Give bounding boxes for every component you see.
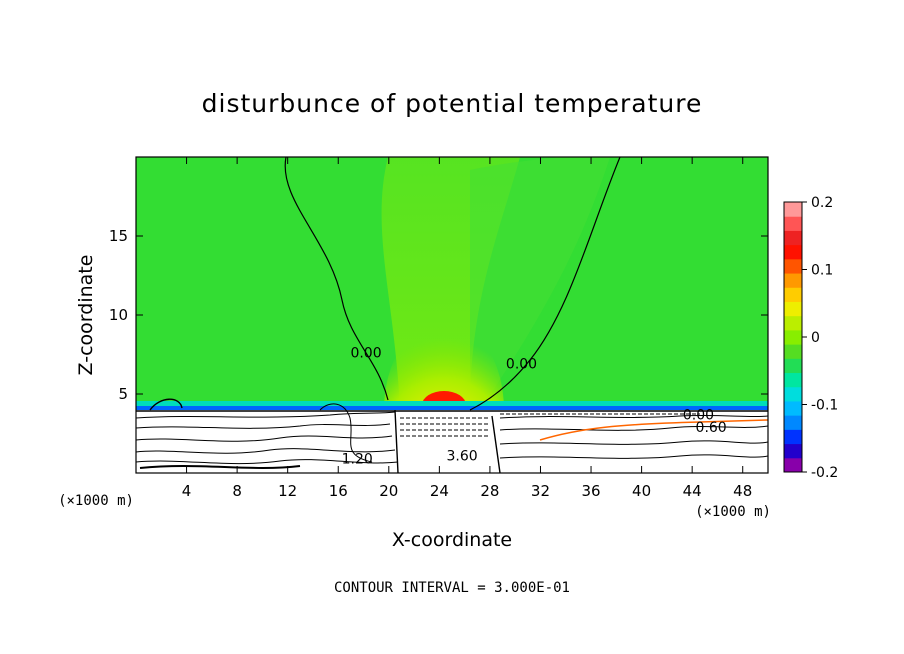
colorbar-tick-label: 0.1 bbox=[811, 263, 833, 279]
colorbar-segment bbox=[784, 329, 802, 345]
x-tick-label: 12 bbox=[278, 482, 297, 500]
colorbar-segment bbox=[784, 301, 802, 317]
plume-right-region bbox=[470, 157, 610, 410]
colorbar-segment bbox=[784, 386, 802, 402]
cyan-band bbox=[136, 401, 768, 407]
x-tick-label: 44 bbox=[683, 482, 702, 500]
contour-label: 3.60 bbox=[447, 448, 478, 464]
colorbar-segment bbox=[784, 358, 802, 374]
x-tick-label: 28 bbox=[480, 482, 499, 500]
colorbar-segment bbox=[784, 202, 802, 217]
contour-label: 0.00 bbox=[506, 357, 537, 373]
x-tick-label: 16 bbox=[329, 482, 348, 500]
colorbar-segment bbox=[784, 216, 802, 231]
contour-label: 0.00 bbox=[350, 346, 381, 362]
colorbar-segment bbox=[784, 244, 802, 260]
colorbar-segment bbox=[784, 258, 802, 274]
colorbar-tick-label: -0.2 bbox=[811, 465, 838, 481]
x-tick-label: 36 bbox=[581, 482, 600, 500]
x-tick-label: 4 bbox=[182, 482, 192, 500]
x-tick-label: 48 bbox=[733, 482, 752, 500]
colorbar-segment bbox=[784, 443, 802, 459]
x-unit-left: (×1000 m) bbox=[58, 493, 134, 509]
colorbar-segment bbox=[784, 230, 802, 246]
lower-contours bbox=[136, 398, 768, 473]
contour-labels: 0.000.000.000.603.601.20 bbox=[342, 346, 727, 468]
colorbar-segment bbox=[784, 372, 802, 388]
plot-area bbox=[136, 157, 768, 473]
contour-label: 1.20 bbox=[342, 452, 373, 468]
blue-band bbox=[136, 406, 768, 410]
x-tick-label: 24 bbox=[430, 482, 449, 500]
contour-interval-note: CONTOUR INTERVAL = 3.000E-01 bbox=[334, 580, 570, 596]
colorbar-tick-label: 0.2 bbox=[811, 195, 833, 211]
colorbar-tick-label: -0.1 bbox=[811, 398, 838, 414]
chart-title: disturbunce of potential temperature bbox=[202, 89, 703, 118]
x-unit-right: (×1000 m) bbox=[695, 504, 771, 520]
contour-label: 0.60 bbox=[696, 420, 727, 436]
x-axis: 4 8 12 16 20 24 28 32 36 40 44 48 bbox=[182, 157, 752, 500]
zero-contour-left bbox=[284, 157, 389, 401]
x-tick-label: 32 bbox=[531, 482, 550, 500]
colorbar-segment bbox=[784, 273, 802, 288]
zero-contour-right bbox=[469, 157, 621, 411]
contour-label: 0.00 bbox=[683, 407, 714, 423]
x-tick-label: 8 bbox=[232, 482, 242, 500]
y-tick-label: 10 bbox=[109, 306, 128, 324]
colorbar-segment bbox=[784, 400, 802, 416]
y-axis-label: Z-coordinate bbox=[75, 255, 97, 376]
colorbar-tick-label: 0 bbox=[811, 330, 820, 346]
colorbar: 0.2 0.1 0 -0.1 -0.2 bbox=[783, 195, 838, 481]
y-axis: 5 10 15 bbox=[109, 227, 768, 403]
colorbar-segment bbox=[784, 429, 802, 445]
orange-contour bbox=[539, 419, 768, 441]
y-tick-label: 5 bbox=[118, 385, 128, 403]
colorbar-segment bbox=[784, 287, 802, 302]
x-axis-label: X-coordinate bbox=[392, 529, 512, 551]
y-tick-label: 15 bbox=[109, 227, 128, 245]
dashed-contours bbox=[400, 413, 700, 437]
colorbar-segment bbox=[784, 415, 802, 430]
x-tick-label: 40 bbox=[632, 482, 651, 500]
colorbar-segment bbox=[784, 315, 802, 331]
colorbar-segment bbox=[784, 344, 802, 359]
x-tick-label: 20 bbox=[379, 482, 398, 500]
colorbar-segment bbox=[784, 457, 802, 473]
